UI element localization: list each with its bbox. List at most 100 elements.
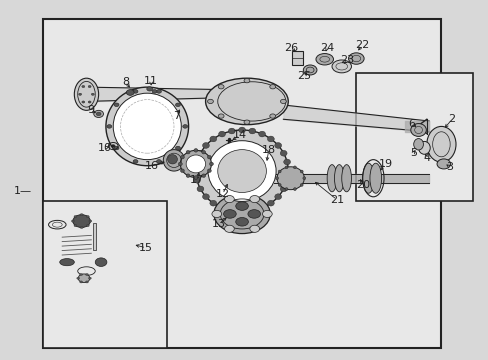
Ellipse shape xyxy=(207,169,211,172)
Ellipse shape xyxy=(283,159,290,165)
Ellipse shape xyxy=(167,155,177,164)
Ellipse shape xyxy=(202,143,209,148)
Ellipse shape xyxy=(278,184,281,186)
Text: 10: 10 xyxy=(98,143,112,153)
Ellipse shape xyxy=(248,208,255,214)
Ellipse shape xyxy=(80,213,83,216)
Ellipse shape xyxy=(74,78,99,111)
Ellipse shape xyxy=(196,130,287,212)
Ellipse shape xyxy=(106,87,188,166)
Ellipse shape xyxy=(247,210,260,218)
Ellipse shape xyxy=(248,128,255,134)
Ellipse shape xyxy=(79,93,81,95)
Ellipse shape xyxy=(183,125,187,128)
Ellipse shape xyxy=(201,150,205,154)
Ellipse shape xyxy=(331,60,351,73)
Ellipse shape xyxy=(60,258,74,266)
Text: 5: 5 xyxy=(409,148,416,158)
Text: 11: 11 xyxy=(144,76,158,86)
Ellipse shape xyxy=(86,225,89,227)
Ellipse shape xyxy=(218,205,225,211)
Text: 1—: 1— xyxy=(14,186,32,196)
Ellipse shape xyxy=(71,220,74,222)
Ellipse shape xyxy=(81,101,84,103)
Text: 19: 19 xyxy=(378,159,392,169)
Ellipse shape xyxy=(180,150,211,177)
Ellipse shape xyxy=(186,155,205,173)
Ellipse shape xyxy=(275,177,278,180)
Ellipse shape xyxy=(202,194,209,199)
Ellipse shape xyxy=(78,274,90,283)
Ellipse shape xyxy=(228,208,235,214)
Ellipse shape xyxy=(73,215,90,228)
Bar xyxy=(42,202,166,348)
Ellipse shape xyxy=(180,156,184,159)
Ellipse shape xyxy=(74,225,77,227)
Ellipse shape xyxy=(249,195,259,203)
Ellipse shape xyxy=(283,177,290,183)
Ellipse shape xyxy=(267,200,274,206)
Ellipse shape xyxy=(186,174,190,177)
Text: 2: 2 xyxy=(447,114,455,124)
Ellipse shape xyxy=(197,150,203,156)
Bar xyxy=(42,19,441,348)
Bar xyxy=(356,73,472,202)
Ellipse shape xyxy=(303,65,316,75)
Ellipse shape xyxy=(228,128,235,134)
Ellipse shape xyxy=(85,274,88,276)
Ellipse shape xyxy=(86,216,89,217)
Ellipse shape xyxy=(209,136,216,142)
Ellipse shape xyxy=(89,220,92,222)
Text: 20: 20 xyxy=(356,180,370,190)
Text: 26: 26 xyxy=(284,43,298,53)
Text: 7: 7 xyxy=(173,111,180,121)
Bar xyxy=(291,51,302,65)
Ellipse shape xyxy=(235,202,248,210)
Text: 23: 23 xyxy=(340,55,354,65)
Text: 17: 17 xyxy=(190,175,204,185)
Ellipse shape xyxy=(258,131,265,137)
Ellipse shape xyxy=(85,281,88,283)
Ellipse shape xyxy=(88,85,91,87)
Ellipse shape xyxy=(209,162,213,166)
Ellipse shape xyxy=(156,90,161,93)
Ellipse shape xyxy=(293,166,296,169)
Ellipse shape xyxy=(244,120,249,124)
Ellipse shape xyxy=(285,188,287,190)
Ellipse shape xyxy=(163,150,184,171)
Text: 3: 3 xyxy=(446,162,453,172)
Ellipse shape xyxy=(194,176,198,179)
Ellipse shape xyxy=(186,150,190,154)
Ellipse shape xyxy=(77,277,80,279)
Ellipse shape xyxy=(126,90,134,95)
Ellipse shape xyxy=(274,194,281,199)
Ellipse shape xyxy=(418,141,429,154)
Ellipse shape xyxy=(293,188,296,190)
Ellipse shape xyxy=(211,210,221,217)
Text: 13: 13 xyxy=(212,219,226,229)
Ellipse shape xyxy=(94,111,103,117)
Ellipse shape xyxy=(436,159,450,169)
Ellipse shape xyxy=(280,186,286,192)
Ellipse shape xyxy=(146,87,152,91)
Ellipse shape xyxy=(217,150,266,193)
Ellipse shape xyxy=(91,93,94,95)
Text: 21: 21 xyxy=(329,195,343,204)
Text: 8: 8 xyxy=(122,77,129,87)
Text: 22: 22 xyxy=(354,40,368,50)
Ellipse shape xyxy=(207,99,213,104)
Bar xyxy=(93,223,96,249)
Ellipse shape xyxy=(341,165,351,192)
Text: 12: 12 xyxy=(215,189,229,199)
Text: 16: 16 xyxy=(145,161,159,171)
Ellipse shape xyxy=(413,139,423,150)
Ellipse shape xyxy=(238,127,245,133)
Ellipse shape xyxy=(175,103,180,107)
Ellipse shape xyxy=(193,159,200,165)
Ellipse shape xyxy=(114,146,119,150)
Ellipse shape xyxy=(81,85,84,87)
Ellipse shape xyxy=(334,165,344,192)
Ellipse shape xyxy=(209,200,216,206)
Ellipse shape xyxy=(269,85,275,89)
Ellipse shape xyxy=(278,170,281,173)
